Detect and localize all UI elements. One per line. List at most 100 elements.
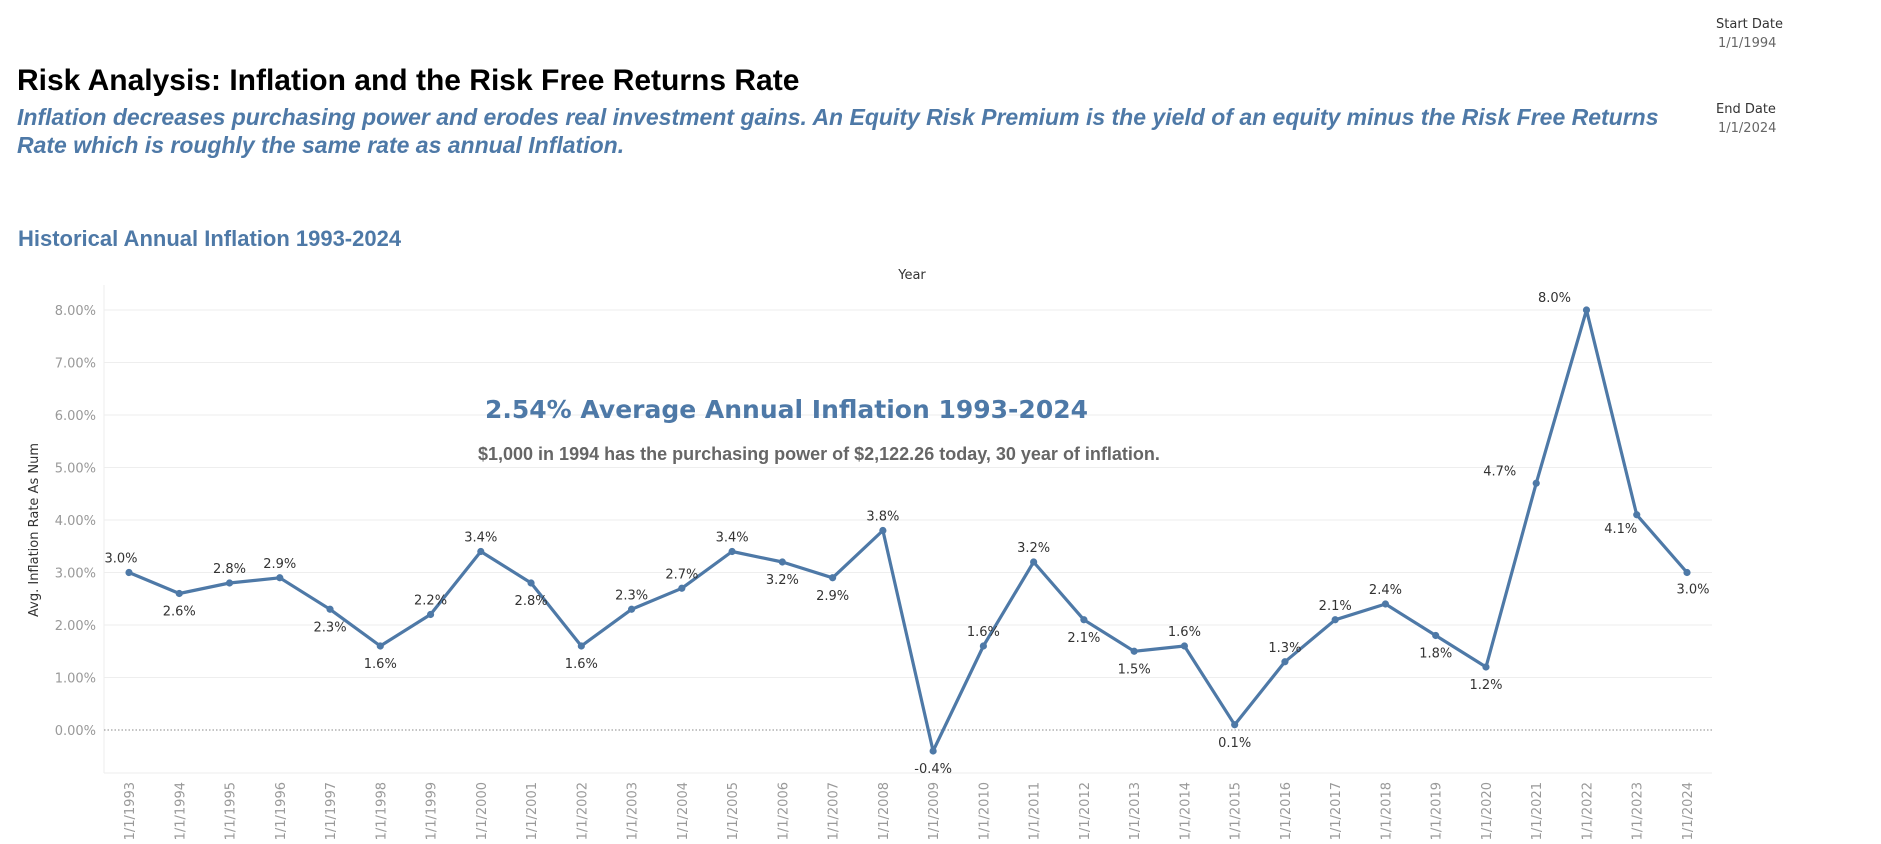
y-tick-label: 3.00% (55, 567, 96, 582)
data-label: 2.9% (816, 589, 849, 604)
x-tick-label: 1/1/2009 (927, 782, 942, 840)
data-label: 1.6% (565, 657, 598, 672)
x-tick-label: 1/1/2016 (1279, 782, 1294, 840)
data-label: 2.9% (263, 557, 296, 572)
x-tick-label: 1/1/2012 (1078, 782, 1093, 840)
data-label: 8.0% (1538, 291, 1571, 306)
x-tick-label: 1/1/2021 (1530, 782, 1545, 840)
x-tick-label: 1/1/1999 (425, 782, 440, 840)
data-point (1030, 558, 1038, 566)
x-tick-label: 1/1/2008 (877, 782, 892, 840)
data-label: 3.0% (104, 552, 137, 567)
x-tick-label: 1/1/2001 (525, 782, 540, 840)
data-label: 3.4% (716, 531, 749, 546)
data-point (1683, 568, 1691, 577)
y-tick-label: 5.00% (55, 462, 96, 477)
x-tick-label: 1/1/1995 (224, 782, 239, 840)
x-tick-label: 1/1/2013 (1128, 782, 1143, 840)
x-tick-label: 1/1/2005 (726, 782, 741, 840)
data-point (1432, 631, 1440, 640)
data-point (1633, 511, 1641, 519)
y-tick-label: 7.00% (55, 357, 96, 372)
data-point (678, 584, 686, 592)
data-point (879, 526, 887, 535)
data-point (477, 547, 485, 556)
data-point (527, 579, 535, 587)
data-label: 2.1% (1067, 631, 1100, 646)
data-point (1080, 616, 1088, 624)
x-tick-label: 1/1/2019 (1430, 782, 1445, 840)
x-tick-label: 1/1/2018 (1379, 782, 1394, 840)
x-tick-label: 1/1/2004 (676, 782, 691, 840)
data-label: 3.4% (464, 531, 497, 546)
start-date-label: Start Date (1716, 17, 1783, 32)
y-axis-title: Avg. Inflation Rate As Num (27, 443, 42, 617)
x-tick-label: 1/1/2011 (1028, 782, 1043, 840)
data-point (627, 605, 636, 613)
data-label: 1.5% (1118, 662, 1151, 677)
x-tick-label: 1/1/2003 (626, 782, 641, 840)
data-label: 1.8% (1419, 647, 1452, 662)
y-tick-label: 0.00% (55, 724, 96, 739)
data-point (276, 574, 284, 582)
data-point (1482, 663, 1490, 671)
end-date-label: End Date (1716, 102, 1776, 117)
y-tick-label: 1.00% (55, 672, 96, 687)
data-point (1331, 616, 1339, 624)
start-date-value[interactable]: 1/1/1994 (1718, 36, 1777, 51)
data-label: 2.3% (615, 588, 648, 603)
x-tick-label: 1/1/2002 (575, 782, 590, 840)
data-point (829, 574, 837, 582)
x-tick-label: 1/1/2015 (1229, 782, 1244, 840)
x-tick-label: 1/1/1994 (173, 782, 188, 840)
chart-heading: Historical Annual Inflation 1993-2024 (18, 226, 402, 251)
data-point (1281, 658, 1289, 666)
x-tick-label: 1/1/2020 (1480, 782, 1495, 840)
x-tick-label: 1/1/2000 (475, 782, 490, 840)
data-point (929, 747, 937, 755)
x-tick-label: 1/1/2024 (1681, 782, 1696, 840)
data-label: 2.7% (665, 567, 698, 582)
x-tick-label: 1/1/2007 (827, 782, 842, 840)
data-point (979, 642, 987, 650)
end-date-filter[interactable]: End Date 1/1/2024 (1716, 102, 1776, 136)
data-label: 3.8% (866, 510, 899, 525)
data-point (728, 547, 736, 556)
data-point (1381, 600, 1390, 608)
data-label: 2.6% (163, 605, 196, 620)
data-point (225, 579, 234, 587)
start-date-filter[interactable]: Start Date 1/1/1994 (1716, 17, 1783, 51)
data-label: 1.6% (967, 625, 1000, 640)
x-tick-label: 1/1/2022 (1580, 782, 1595, 840)
data-point (125, 568, 133, 577)
x-tick-label: 1/1/1998 (374, 782, 389, 840)
data-point (778, 558, 786, 566)
data-point (1130, 647, 1138, 655)
x-tick-label: 1/1/1993 (123, 782, 138, 840)
average-inflation-annotation: 2.54% Average Annual Inflation 1993-2024 (485, 395, 1088, 424)
data-label: 2.1% (1319, 599, 1352, 614)
y-tick-label: 2.00% (55, 619, 96, 634)
data-point (1180, 642, 1189, 650)
data-label: 1.3% (1268, 641, 1301, 656)
y-tick-label: 8.00% (55, 304, 96, 319)
series-line (128, 308, 1689, 753)
x-tick-label: 1/1/1996 (274, 782, 289, 840)
data-label: 1.6% (1168, 625, 1201, 640)
purchasing-power-annotation: $1,000 in 1994 has the purchasing power … (478, 444, 1160, 464)
data-label: 0.1% (1218, 736, 1251, 751)
data-label: 2.3% (314, 620, 347, 635)
x-tick-label: 1/1/2014 (1178, 782, 1193, 840)
end-date-value[interactable]: 1/1/2024 (1718, 121, 1777, 136)
data-label: 2.8% (213, 562, 246, 577)
x-tick-label: 1/1/2017 (1329, 782, 1344, 840)
data-label: 3.2% (1017, 541, 1050, 556)
data-label: 3.0% (1676, 583, 1709, 598)
page-subtitle: Inflation decreases purchasing power and… (17, 104, 1659, 158)
data-label: 2.2% (414, 594, 447, 609)
data-label: 4.1% (1604, 522, 1637, 537)
x-axis-top-title: Year (897, 268, 926, 283)
data-label: 1.2% (1469, 678, 1502, 693)
data-point (376, 642, 384, 650)
